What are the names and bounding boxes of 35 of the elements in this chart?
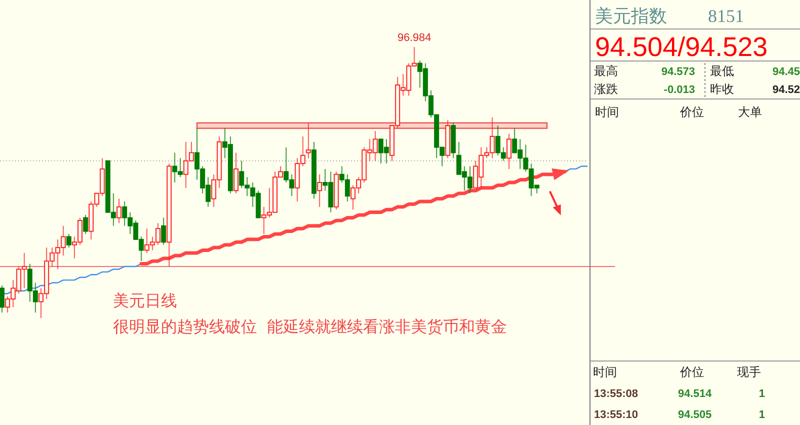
candlestick [116,198,122,224]
text: 涨跌 [594,82,618,96]
candlestick [306,122,311,159]
text: 最高 [594,64,618,78]
candlestick [83,214,88,234]
candlestick [161,217,166,246]
text: 1 [758,409,765,421]
text: 94.514 [678,388,713,400]
text: 1 [758,388,765,400]
candlestick [317,174,322,208]
text: 13:55:10 [594,409,638,421]
annotation: 美元日线 [113,291,177,310]
text: 94.52 [772,84,800,96]
text: 96.984 [397,32,432,44]
text: 时间 [595,105,619,119]
candlestick [506,133,512,170]
text: 94.504/94.523 [595,32,768,62]
text: 13:55:08 [594,388,638,400]
text: -0.013 [664,84,695,96]
text: 价位 [679,365,704,379]
text: 8151 [708,6,744,26]
text: 94.573 [661,66,695,78]
text: 现手 [737,365,761,379]
candlestick [0,284,4,314]
text: 价位 [679,105,704,119]
annotation: 很明显的趋势线破位 能延续就继续看涨非美货币和黄金 [113,317,508,336]
text: 昨收 [710,82,734,96]
text: 94.505 [678,409,712,421]
text: 美元指数 [595,6,667,27]
text: 时间 [593,365,617,379]
candlestick [234,152,238,194]
text: 94.45 [772,66,800,78]
text: 大单 [738,105,762,119]
text: 最低 [710,64,734,78]
candlestick [66,233,72,248]
